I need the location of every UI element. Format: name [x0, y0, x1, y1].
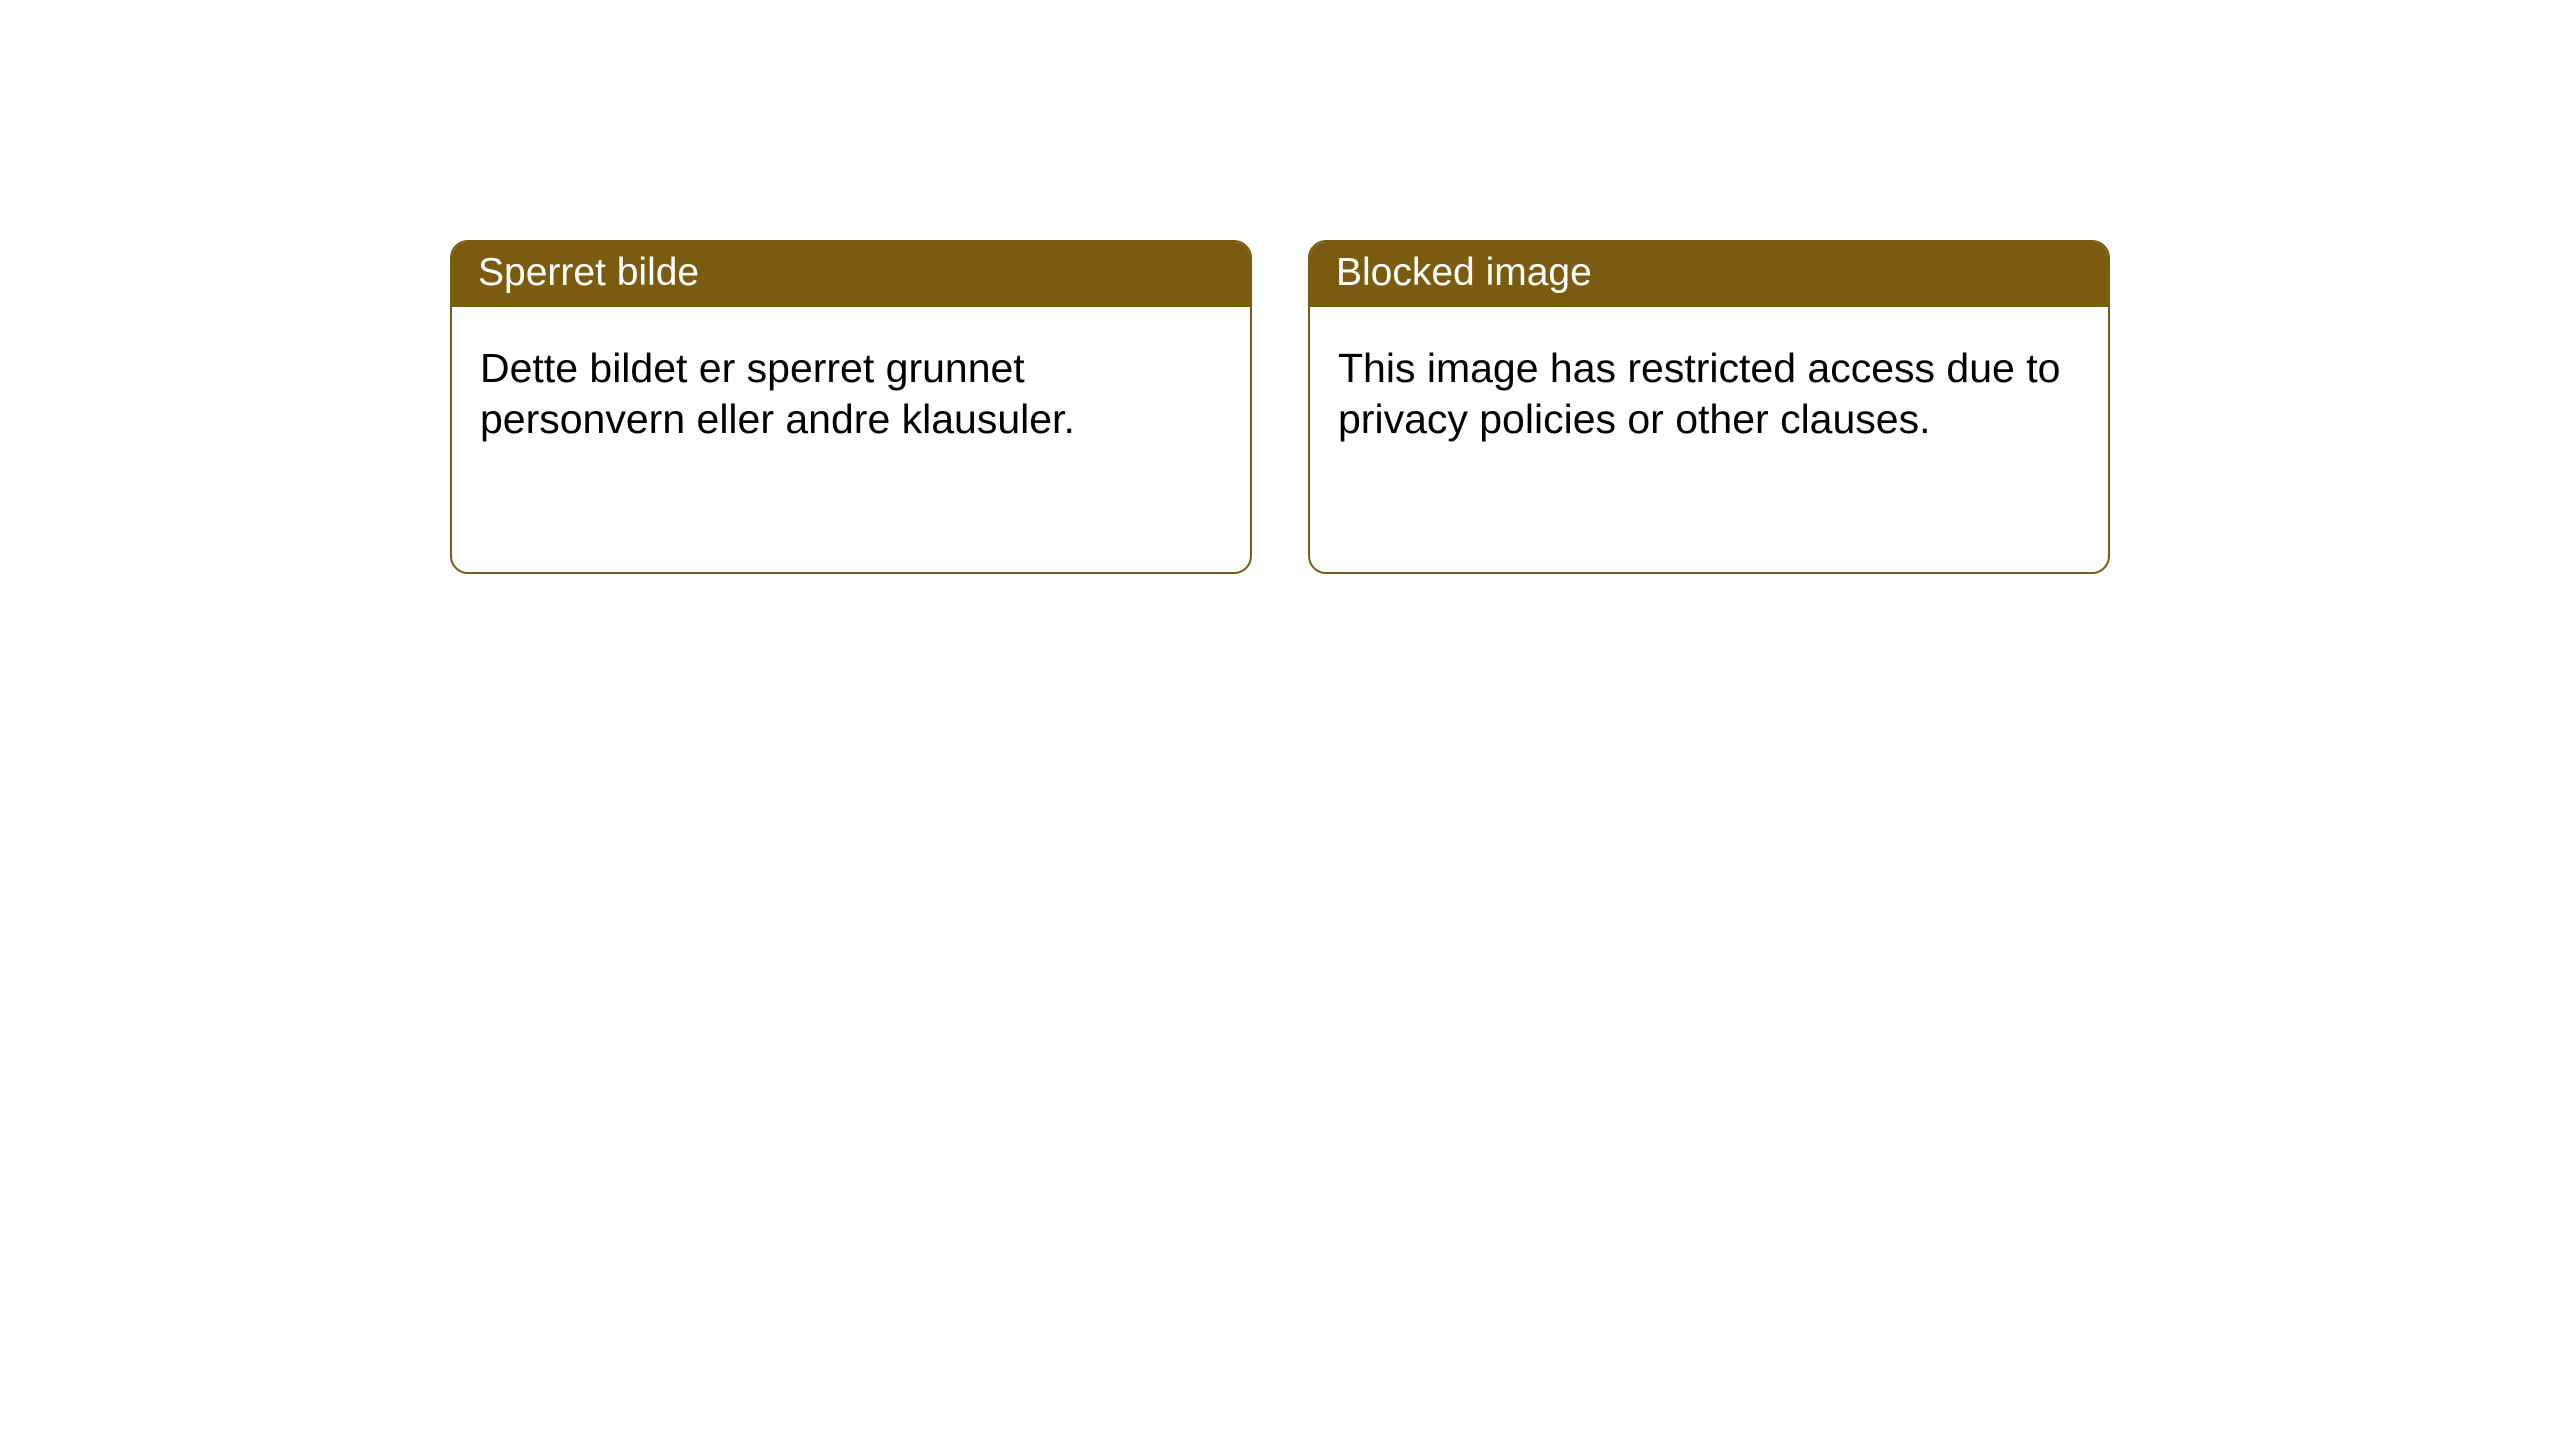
notice-body: Dette bildet er sperret grunnet personve…: [452, 307, 1250, 482]
notice-card-norwegian: Sperret bilde Dette bildet er sperret gr…: [450, 240, 1252, 574]
notice-body: This image has restricted access due to …: [1310, 307, 2108, 482]
notice-header: Blocked image: [1310, 242, 2108, 307]
notice-card-english: Blocked image This image has restricted …: [1308, 240, 2110, 574]
notice-container: Sperret bilde Dette bildet er sperret gr…: [0, 0, 2560, 574]
notice-header: Sperret bilde: [452, 242, 1250, 307]
